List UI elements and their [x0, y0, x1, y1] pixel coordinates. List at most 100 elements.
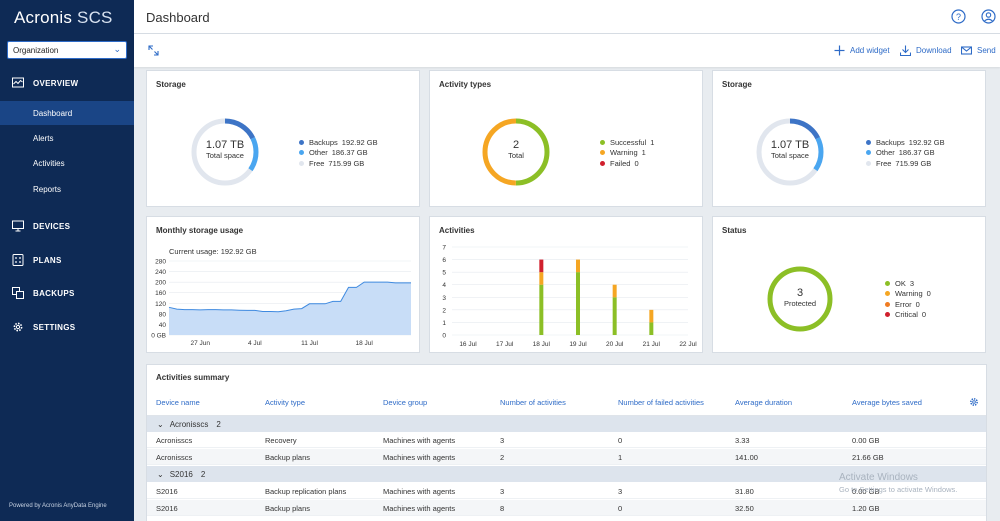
nav-section-devices-label: DEVICES: [33, 221, 71, 231]
cell-activities: 8: [500, 504, 505, 513]
bar-segment: [539, 272, 544, 285]
x-tick-label: 18 Jul: [355, 340, 373, 347]
storage-widget[interactable]: Storage 1.07 TB Total space Backups 192.9…: [146, 70, 420, 207]
chevron-down-icon[interactable]: ⌄: [157, 469, 164, 479]
sidebar: Acronis SCS Organization ⌄ OVERVIEW Dash…: [0, 0, 134, 521]
cell-duration: 31.80: [735, 487, 754, 496]
cell-device-group: Machines with agents: [383, 436, 456, 445]
storage-widget-2[interactable]: Storage 1.07 TB Total space Backups 192.9…: [712, 70, 986, 207]
monthly-storage-title: Monthly storage usage: [156, 226, 244, 235]
x-tick-label: 18 Jul: [533, 341, 551, 348]
legend-label: Backups: [876, 137, 905, 147]
backups-icon: [12, 287, 24, 299]
x-tick-label: 22 Jul: [679, 341, 697, 348]
legend-value: 0: [921, 310, 927, 320]
legend-value: 186.37 GB: [331, 148, 368, 158]
legend-value: 0: [634, 158, 639, 168]
user-icon[interactable]: [981, 9, 996, 24]
status-widget[interactable]: Status 3 Protected OK 3 Warning 0 Error 0 C…: [712, 216, 986, 353]
table-row[interactable]: S2016 Backup replication plans Machines …: [147, 483, 986, 499]
activity-types-total-label: Total: [508, 151, 524, 160]
legend-dot: [600, 150, 605, 156]
legend-item: Backups 192.92 GB: [299, 137, 378, 148]
activities-chart-widget[interactable]: Activities 0 1 2 3 4 5 6 7 16 Jul 17 Jul 18 Jul 19 …: [429, 216, 703, 353]
table-group-s2016[interactable]: ⌄ S2016 2: [147, 466, 986, 482]
bar-segment: [649, 309, 654, 323]
group-count: 2: [216, 419, 221, 429]
legend-dot: [885, 280, 890, 286]
table-group-acronisscs[interactable]: ⌄ Acronisscs 2: [147, 416, 986, 432]
nav-section-plans[interactable]: PLANS: [0, 249, 134, 271]
nav-section-backups[interactable]: BACKUPS: [0, 282, 134, 304]
x-tick-label: 11 Jul: [301, 340, 318, 347]
column-header-average-bytes-saved[interactable]: Average bytes saved: [852, 398, 922, 407]
status-legend: OK 3 Warning 0 Error 0 Critical 0: [885, 278, 931, 320]
cell-bytes-saved: 21.66 GB: [852, 453, 884, 462]
cell-failed: 0: [618, 504, 623, 513]
activity-types-donut: 2 Total: [481, 117, 551, 187]
cell-device-group: Machines with agents: [383, 504, 456, 513]
column-header-device-name[interactable]: Device name: [156, 398, 200, 407]
x-tick-label: 16 Jul: [459, 341, 477, 348]
nav-section-settings[interactable]: SETTINGS: [0, 316, 134, 338]
activities-summary-widget[interactable]: Activities summary Device name Activity …: [146, 364, 987, 521]
cell-bytes-saved: 1.20 GB: [852, 504, 880, 513]
sidebar-item-activities[interactable]: Activities: [0, 151, 134, 175]
activate-windows-watermark: Activate Windows Go to Settings to activ…: [839, 472, 957, 496]
legend-dot: [299, 150, 304, 156]
x-tick-label: 17 Jul: [496, 341, 514, 348]
storage-donut-2: 1.07 TB Total space: [755, 117, 825, 187]
column-header-average-duration[interactable]: Average duration: [735, 398, 792, 407]
y-tick-label: 40: [159, 322, 167, 329]
x-tick-label: 27 Jun: [190, 340, 210, 347]
y-tick-label: 240: [155, 269, 166, 276]
overview-icon: [12, 77, 24, 88]
legend-label: Warning: [610, 148, 638, 158]
y-tick-label: 200: [155, 280, 166, 287]
legend-item: Error 0: [885, 299, 931, 310]
y-tick-label: 280: [155, 259, 166, 266]
sidebar-item-alerts[interactable]: Alerts: [0, 126, 134, 150]
download-button[interactable]: Download: [900, 45, 952, 56]
bar-segment: [539, 284, 544, 335]
help-icon[interactable]: ?: [951, 9, 966, 24]
legend-label: Other: [309, 148, 328, 158]
legend-label: Free: [876, 158, 892, 168]
sidebar-item-reports-label: Reports: [33, 184, 62, 194]
add-widget-button[interactable]: Add widget: [834, 45, 890, 56]
activity-types-widget[interactable]: Activity types 2 Total Successful 1 Warni…: [429, 70, 703, 207]
nav-section-overview[interactable]: OVERVIEW: [0, 72, 134, 94]
legend-value: 715.99 GB: [328, 158, 365, 168]
legend-label: Successful: [610, 137, 647, 147]
legend-label: Warning: [895, 289, 923, 299]
send-button[interactable]: Send: [961, 45, 996, 56]
legend-item: Failed 0: [600, 158, 654, 169]
sidebar-item-reports[interactable]: Reports: [0, 177, 134, 201]
table-settings-gear-icon[interactable]: [969, 397, 979, 407]
organization-select-value: Organization: [13, 46, 59, 55]
legend-value: 1: [650, 137, 655, 147]
expand-icon[interactable]: [148, 45, 159, 56]
sidebar-item-dashboard[interactable]: Dashboard: [0, 101, 134, 125]
chevron-down-icon[interactable]: ⌄: [157, 419, 164, 429]
legend-label: OK: [895, 278, 906, 288]
column-header-device-group[interactable]: Device group: [383, 398, 428, 407]
bar-segment: [576, 259, 580, 273]
cell-bytes-saved: 0.00 GB: [852, 436, 880, 445]
table-row[interactable]: Acronisscs Backup plans Machines with ag…: [147, 449, 986, 465]
table-row[interactable]: Acronisscs Recovery Machines with agents…: [147, 432, 986, 448]
column-header-number-of-activities[interactable]: Number of activities: [500, 398, 566, 407]
legend-label: Critical: [895, 310, 918, 320]
cell-failed: 3: [618, 487, 623, 496]
table-row[interactable]: S2016 Backup plans Machines with agents …: [147, 500, 986, 516]
column-header-failed-activities[interactable]: Number of failed activities: [618, 398, 704, 407]
legend-dot: [600, 139, 605, 145]
column-header-activity-type[interactable]: Activity type: [265, 398, 306, 407]
monthly-storage-widget[interactable]: Monthly storage usage Current usage: 192…: [146, 216, 420, 353]
nav-section-devices[interactable]: DEVICES: [0, 215, 134, 237]
watermark-line-1: Activate Windows: [839, 472, 918, 483]
bar-segment: [612, 284, 617, 298]
organization-select[interactable]: Organization ⌄: [7, 41, 127, 59]
y-tick-label: 160: [155, 290, 166, 297]
y-tick-label: 80: [159, 311, 167, 318]
